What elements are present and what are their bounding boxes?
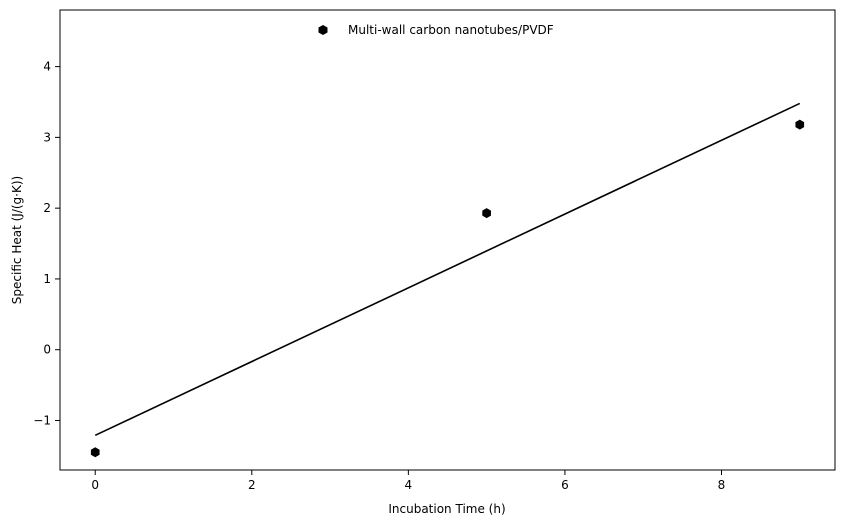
legend-marker: [318, 25, 328, 35]
x-axis-label: Incubation Time (h): [388, 502, 505, 516]
y-tick-label: 1: [43, 272, 51, 286]
data-point: [795, 119, 805, 130]
x-axis-ticks: 0 2 4 6 8: [91, 470, 725, 492]
x-tick-label: 4: [405, 478, 413, 492]
y-axis-label: Specific Heat (J/(g·K)): [10, 176, 24, 304]
data-point: [90, 447, 100, 458]
data-marks: [90, 102, 805, 458]
data-point: [482, 208, 491, 219]
x-tick-label: 2: [248, 478, 256, 492]
y-tick-label: 0: [43, 343, 51, 357]
x-tick-label: 6: [561, 478, 569, 492]
y-tick-label: 3: [43, 130, 51, 144]
legend: Multi-wall carbon nanotubes/PVDF: [318, 23, 554, 37]
y-tick-label: −1: [33, 413, 51, 427]
fit-line: [94, 102, 801, 437]
plot-frame: [59, 9, 836, 471]
y-tick-label: 4: [43, 60, 51, 74]
x-tick-label: 0: [91, 478, 99, 492]
y-tick-label: 2: [43, 201, 51, 215]
y-axis-ticks: −1 0 1 2 3 4: [33, 60, 60, 427]
x-tick-label: 8: [718, 478, 726, 492]
legend-label: Multi-wall carbon nanotubes/PVDF: [348, 23, 554, 37]
